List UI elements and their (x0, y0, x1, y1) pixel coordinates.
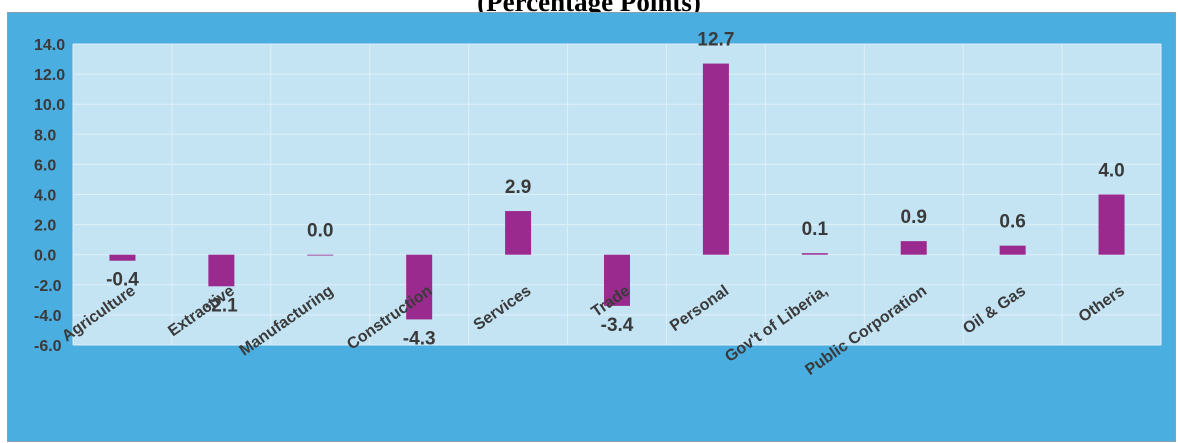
bar (505, 211, 532, 255)
bar (801, 253, 828, 255)
data-label: -4.3 (403, 328, 436, 349)
bar (999, 245, 1026, 255)
data-label: 4.0 (1098, 161, 1124, 182)
bar (109, 254, 136, 261)
data-label: 2.9 (505, 177, 531, 198)
y-tick-label: 6.0 (34, 157, 56, 174)
bar (406, 254, 433, 320)
data-label: 0.0 (307, 221, 333, 242)
bar-chart: -6.0 -4.0 -2.0 0.0 2.0 4.0 6.0 8.0 10.0 12.0 14.0 -… (34, 30, 1162, 379)
y-tick-label: 4.0 (34, 188, 56, 205)
bar (307, 254, 334, 256)
data-label: 0.9 (901, 207, 927, 228)
y-tick-label: -6.0 (34, 338, 62, 355)
y-tick-label: 2.0 (34, 218, 56, 235)
y-tick-label: 8.0 (34, 127, 56, 144)
bar (702, 63, 729, 255)
y-tick-label: -2.0 (34, 278, 62, 295)
y-tick-label: 14.0 (34, 37, 65, 54)
bar (900, 241, 927, 255)
y-tick-label: 10.0 (34, 97, 65, 114)
data-label: 0.1 (802, 219, 829, 240)
data-label: -0.4 (106, 270, 139, 291)
y-tick-label: 12.0 (34, 67, 65, 84)
bar (604, 254, 630, 306)
y-tick-label: 0.0 (34, 248, 56, 265)
bar (208, 254, 235, 287)
data-label: -2.1 (205, 295, 238, 316)
y-tick-label: -4.0 (34, 308, 62, 325)
data-label: 12.7 (697, 30, 734, 51)
bar (1098, 194, 1125, 255)
data-label: 0.6 (999, 212, 1025, 233)
chart-frame: -6.0 -4.0 -2.0 0.0 2.0 4.0 6.0 8.0 10.0 12.0 14.0 -… (7, 12, 1176, 442)
data-label: -3.4 (601, 315, 634, 336)
